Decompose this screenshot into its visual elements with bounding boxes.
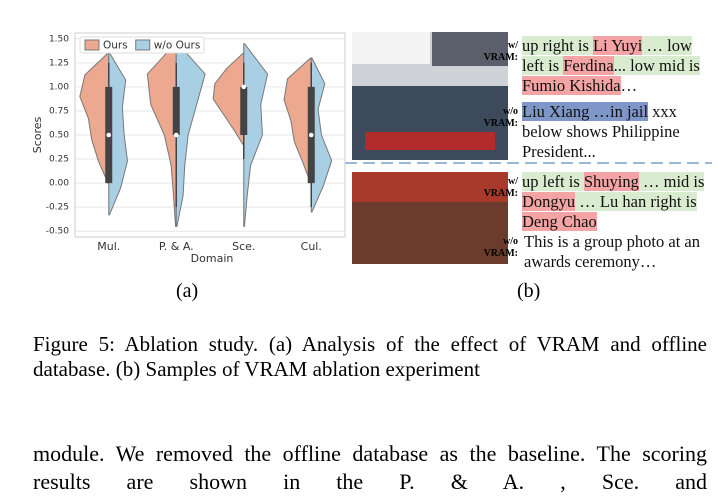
text-segment: Liu Xiang …in jail <box>522 102 649 121</box>
median <box>106 132 112 138</box>
median <box>308 132 314 138</box>
text-segment: This is a group photo at an awards cerem… <box>524 232 700 271</box>
y-tick-label: 0.75 <box>49 106 69 116</box>
sample-label: w/ VRAM: <box>483 40 518 63</box>
sample-label: w/ VRAM: <box>483 176 518 199</box>
sample-text: This is a group photo at an awards cerem… <box>524 232 718 272</box>
violin-half <box>310 57 333 213</box>
text-segment: xxx below shows Philippine President... <box>522 102 680 161</box>
violin-half <box>243 43 269 227</box>
box <box>172 86 180 135</box>
legend-swatch <box>84 39 100 51</box>
x-tick-label: P. & A. <box>159 240 194 253</box>
image-part <box>365 132 495 150</box>
x-tick-label: Cul. <box>301 240 322 253</box>
y-tick-label: 1.00 <box>49 82 69 92</box>
y-tick-label: -0.25 <box>46 203 69 213</box>
x-axis-label: Domain <box>191 252 234 265</box>
y-tick-label: 0.00 <box>49 179 69 189</box>
sample-text: up right is Li Yuyi … low left is Ferdin… <box>522 36 718 96</box>
text-segment: up right is <box>522 36 594 55</box>
box <box>240 86 248 135</box>
median <box>241 84 247 90</box>
text-segment: … <box>620 76 638 95</box>
sample-text: Liu Xiang …in jail xxx below shows Phili… <box>522 102 718 162</box>
panel-label: (b) <box>517 280 541 302</box>
text-segment: Fumio Kishida <box>522 76 621 95</box>
y-tick-label: 1.25 <box>49 58 69 68</box>
median <box>173 132 179 138</box>
text-segment: Li Yuyi <box>593 36 643 55</box>
text-segment: … mid is <box>638 172 705 191</box>
sample-label: w/o VRAM: <box>483 106 518 129</box>
body-text: module. We removed the offline database … <box>33 441 707 494</box>
text-segment: Dongyu <box>522 192 576 211</box>
legend-label: w/o Ours <box>154 40 201 52</box>
text-segment: Ferdina <box>563 56 614 75</box>
text-segment: Deng Chao <box>522 212 597 231</box>
image-part <box>352 172 508 202</box>
sample-label: w/o VRAM: <box>483 236 518 259</box>
image-part <box>352 32 430 64</box>
x-tick-label: Sce. <box>232 240 255 253</box>
panel-label: (a) <box>176 280 199 302</box>
figure-caption: Figure 5: Ablation study. (a) Analysis o… <box>33 332 707 381</box>
legend-label: Ours <box>103 40 128 52</box>
text-segment: … Lu han right is <box>575 192 697 211</box>
y-tick-label: 1.50 <box>49 34 69 44</box>
image-part <box>432 32 508 66</box>
text-segment: Shuying <box>583 172 639 191</box>
text-segment: ... low mid is <box>613 56 700 75</box>
y-axis-label: Scores <box>31 116 44 153</box>
y-tick-label: 0.25 <box>49 155 69 165</box>
legend-swatch <box>135 39 151 51</box>
y-tick-label: 0.50 <box>49 131 69 141</box>
x-tick-label: Mul. <box>97 240 120 253</box>
figure: 1.50 1.25 1.00 0.75 0.50 0.25 0.00 -0.25 -0.50 Sc… <box>31 32 712 265</box>
y-tick-label: -0.50 <box>46 227 70 237</box>
sample-text: up left is Shuying … mid is Dongyu … Lu … <box>522 172 718 232</box>
text-segment: up left is <box>522 172 584 191</box>
